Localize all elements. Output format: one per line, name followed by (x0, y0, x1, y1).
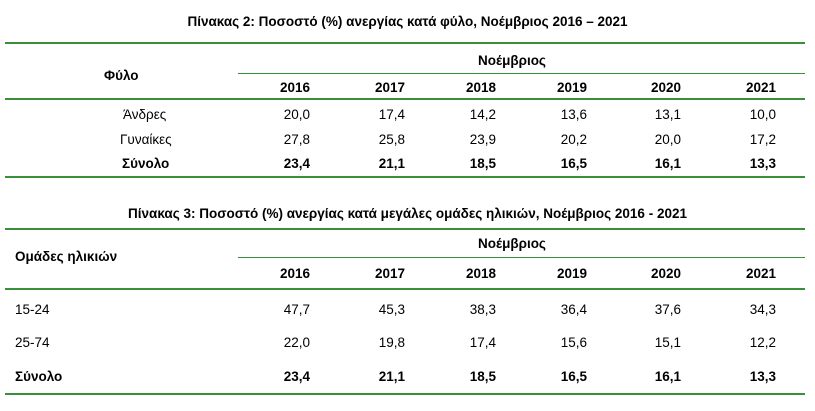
table2-header-rule (5, 98, 805, 100)
table2-cell: 10,0 (749, 107, 776, 122)
table3-total-cell: 16,5 (560, 369, 587, 384)
table2-year-2018: 2018 (465, 80, 496, 95)
table2-row-label: Άνδρες (123, 107, 167, 122)
table2-total-label: Σύνολο (122, 156, 170, 171)
table2-cell: 20,0 (654, 132, 681, 147)
table2-total-cell: 23,4 (283, 156, 310, 171)
table3-total-label: Σύνολο (15, 369, 63, 384)
table2-cell: 20,0 (283, 107, 310, 122)
table3-cell: 15,6 (560, 335, 587, 350)
table3-total-cell: 21,1 (378, 369, 405, 384)
table3-year-2016: 2016 (279, 266, 310, 281)
table3-cell: 45,3 (378, 302, 405, 317)
table3-year-2017: 2017 (374, 266, 405, 281)
table3-total-cell: 18,5 (469, 369, 496, 384)
table2-cell: 23,9 (469, 132, 496, 147)
table3-year-2018: 2018 (465, 266, 496, 281)
table3-year-2020: 2020 (650, 266, 681, 281)
table2-cell: 13,6 (560, 107, 587, 122)
table2-year-2017: 2017 (374, 80, 405, 95)
table3-header-rule (5, 288, 805, 290)
table2-total-cell: 21,1 (378, 156, 405, 171)
table3-total-cell: 23,4 (283, 369, 310, 384)
table2-year-2019: 2019 (556, 80, 587, 95)
table2-cell: 17,4 (378, 107, 405, 122)
table2-cell: 13,1 (654, 107, 681, 122)
table3-year-2021: 2021 (745, 266, 776, 281)
table3-cell: 19,8 (378, 335, 405, 350)
table3-total-cell: 13,3 (749, 369, 776, 384)
table3-cell: 15,1 (654, 335, 681, 350)
table3-group-header: Νοέμβριος (478, 236, 546, 251)
table2-cell: 17,2 (749, 132, 776, 147)
table3-year-2019: 2019 (556, 266, 587, 281)
table2-total-cell: 18,5 (469, 156, 496, 171)
table2-group-header: Νοέμβριος (478, 53, 546, 68)
table3-group-rule (238, 257, 805, 258)
table2-row-header: Φύλο (104, 68, 139, 83)
table2-total-cell: 13,3 (749, 156, 776, 171)
table3-row-label: 15-24 (15, 302, 50, 317)
table2-total-cell: 16,5 (560, 156, 587, 171)
table3-top-rule (5, 228, 805, 230)
table2-title: Πίνακας 2: Ποσοστό (%) ανεργίας κατά φύλ… (187, 14, 628, 29)
table3-cell: 36,4 (560, 302, 587, 317)
table3-cell: 34,3 (749, 302, 776, 317)
table3-cell: 12,2 (749, 335, 776, 350)
table2-total-cell: 16,1 (654, 156, 681, 171)
table2-year-2016: 2016 (279, 80, 310, 95)
table3-row-header: Ομάδες ηλικιών (15, 249, 118, 264)
table2-year-2021: 2021 (745, 80, 776, 95)
table2-cell: 27,8 (283, 132, 310, 147)
table3-cell: 17,4 (469, 335, 496, 350)
table3-bottom-rule (5, 393, 805, 395)
table2-top-rule (5, 42, 805, 44)
table3-cell: 47,7 (283, 302, 310, 317)
table3-title: Πίνακας 3: Ποσοστό (%) ανεργίας κατά μεγ… (128, 206, 687, 221)
table3-cell: 22,0 (283, 335, 310, 350)
table3-cell: 37,6 (654, 302, 681, 317)
table3-total-cell: 16,1 (654, 369, 681, 384)
table2-cell: 14,2 (469, 107, 496, 122)
table3-cell: 38,3 (469, 302, 496, 317)
table2-year-2020: 2020 (650, 80, 681, 95)
table3-row-label: 25-74 (15, 335, 50, 350)
table2-group-rule (238, 73, 805, 74)
table2-cell: 20,2 (560, 132, 587, 147)
table2-row-label: Γυναίκες (120, 132, 172, 147)
table2-cell: 25,8 (378, 132, 405, 147)
table2-bottom-rule (5, 176, 805, 178)
